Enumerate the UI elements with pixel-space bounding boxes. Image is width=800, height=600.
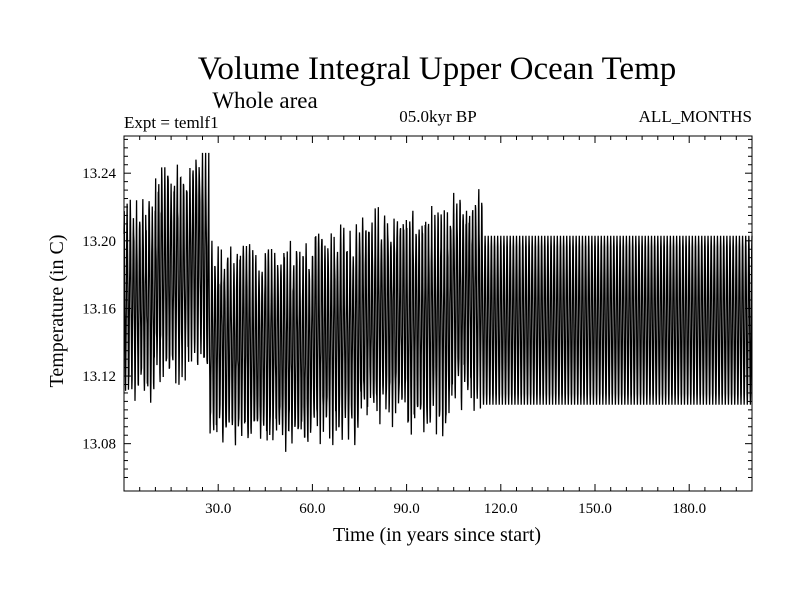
x-tick-label: 180.0 (672, 501, 706, 517)
chart-subtitle: Whole area (212, 88, 317, 113)
chart-title: Volume Integral Upper Ocean Temp (198, 51, 676, 87)
x-tick-label: 60.0 (299, 501, 325, 517)
x-tick-label: 30.0 (205, 501, 231, 517)
months-label: ALL_MONTHS (639, 107, 752, 126)
temperature-series (123, 152, 753, 452)
y-axis-label: Temperature (in C) (46, 235, 68, 388)
y-tick-label: 13.16 (82, 301, 116, 317)
x-tick-label: 150.0 (578, 501, 612, 517)
y-tick-label: 13.24 (82, 166, 116, 182)
x-tick-label: 120.0 (484, 501, 518, 517)
y-tick-label: 13.08 (82, 437, 116, 453)
period-label: 05.0kyr BP (399, 107, 476, 126)
y-axis: 13.08 13.12 13.16 13.20 13.24 (82, 138, 752, 478)
temperature-line (123, 152, 753, 452)
x-tick-label: 90.0 (393, 501, 419, 517)
y-tick-label: 13.20 (82, 234, 116, 250)
experiment-label: Expt = temlf1 (124, 113, 219, 132)
y-tick-label: 13.12 (82, 369, 116, 385)
x-axis: 30.0 60.0 90.0 120.0 150.0 180.0 (139, 136, 737, 517)
x-axis-label: Time (in years since start) (333, 524, 541, 546)
